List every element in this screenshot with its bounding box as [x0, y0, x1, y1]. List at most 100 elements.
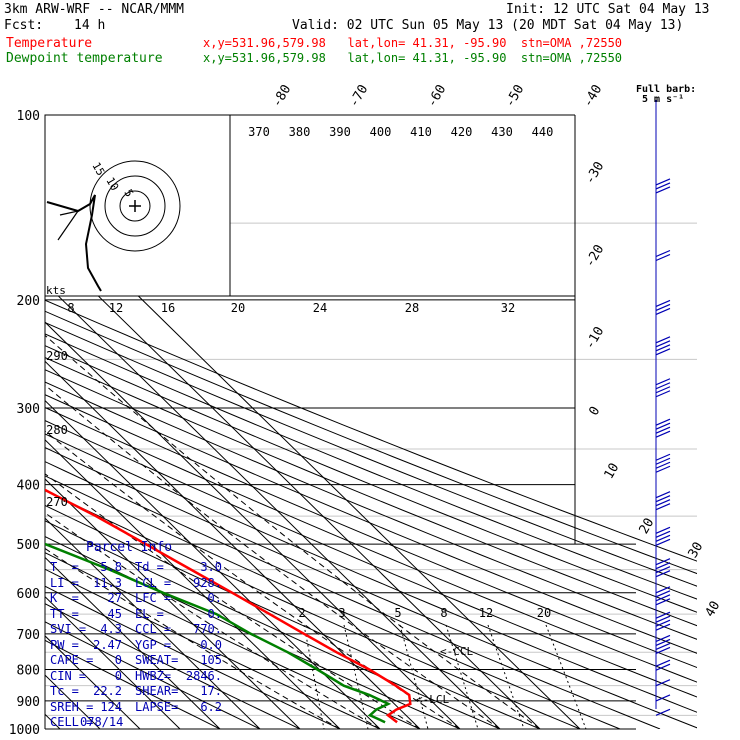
pressure-label: 800	[17, 663, 40, 678]
mixing-ratio-line	[445, 624, 479, 730]
isotherm-label: 20	[637, 516, 658, 537]
wind-barb	[655, 538, 671, 546]
speed-tick-label: 8	[67, 301, 74, 315]
hodograph-trace	[57, 210, 80, 241]
mixing-ratio-label: 8	[440, 606, 447, 620]
parcel-field-label: SHEAR=	[135, 684, 179, 698]
parcel-field-value: 45	[107, 606, 122, 621]
theta-left-label: 280	[46, 423, 68, 437]
wind-barb	[655, 344, 671, 352]
theta-label: 410	[410, 125, 432, 139]
wind-barb	[655, 619, 671, 627]
parcel-field-label: CAPE =	[50, 653, 94, 667]
parcel-field-value: 22.2	[93, 684, 122, 698]
hodograph-ring	[119, 190, 151, 222]
isotherm-label: 10	[602, 461, 623, 482]
dry-adiabat	[45, 603, 301, 729]
model-title: 3km ARW-WRF -- NCAR/MMM	[4, 2, 185, 17]
parcel-field-value: 0.	[207, 606, 222, 621]
wind-barb	[655, 378, 671, 386]
dry-adiabat	[45, 369, 697, 640]
parcel-field-value: 2.47	[93, 637, 122, 652]
moist-adiabat	[45, 384, 501, 729]
wind-barb	[655, 457, 671, 465]
mixing-ratio-label: 5	[394, 606, 401, 620]
parcel-info-title: Parcel Info	[86, 540, 173, 555]
temperature-profile	[45, 488, 412, 724]
init-time: Init: 12 UTC Sat 04 May 13	[506, 2, 710, 17]
wind-barb	[655, 348, 671, 356]
pressure-label: 700	[17, 628, 40, 643]
parcel-field-value: 4.3	[100, 622, 122, 636]
parcel-field-label: EL =	[135, 606, 164, 621]
parcel-field-label: Td =	[135, 560, 164, 574]
isotherm-label: -70	[347, 82, 372, 110]
isotherm-line	[45, 478, 301, 729]
parcel-field-value: 6.2	[200, 699, 222, 714]
isotherm-label: -50	[503, 82, 528, 110]
speed-tick-label: 24	[313, 301, 327, 315]
pressure-label: 300	[17, 402, 40, 417]
dry-adiabat	[45, 536, 461, 729]
dry-adiabat	[45, 621, 261, 729]
barb-key-title: Full barb:	[636, 84, 697, 95]
parcel-field-label: SVI =	[50, 622, 87, 636]
wind-barb	[655, 623, 671, 631]
pressure-label: 600	[17, 587, 40, 602]
dry-adiabat	[45, 461, 661, 729]
wind-barb	[655, 495, 671, 503]
hodograph-ring-label: 10	[103, 175, 121, 193]
pressure-label: 1000	[9, 723, 40, 738]
wind-barb	[655, 590, 671, 598]
dry-adiabat	[45, 552, 421, 729]
isotherm-line	[45, 243, 541, 729]
parcel-field-value: 928.	[193, 575, 222, 590]
forecast-hour: 14 h	[74, 18, 106, 33]
speed-tick-label: 12	[109, 301, 123, 315]
parcel-field-value: 2846.	[185, 668, 222, 683]
wind-barb	[655, 646, 671, 654]
parcel-field-label: HWBZ=	[135, 668, 172, 683]
forecast-label: Fcst:	[4, 18, 44, 33]
speed-tick-label: 20	[231, 301, 245, 315]
wind-barb	[655, 558, 671, 566]
isotherm-label: -80	[270, 82, 295, 110]
parcel-field-label: SWEAT=	[135, 653, 179, 667]
dry-adiabat	[45, 447, 697, 729]
wind-barb	[655, 465, 671, 473]
moist-adiabat	[45, 547, 341, 729]
wind-barb	[655, 642, 671, 650]
dry-adiabat	[45, 475, 621, 729]
wind-barb	[655, 562, 671, 570]
parcel-field-value: 105	[200, 653, 222, 667]
wind-barb	[655, 615, 671, 623]
dry-adiabat	[45, 639, 221, 729]
pressure-label: 200	[17, 294, 40, 309]
isotherm-label: 40	[703, 599, 724, 620]
wind-barb	[655, 570, 671, 578]
parcel-field-label: LAPSE=	[135, 699, 179, 714]
wind-barb	[655, 526, 671, 534]
hodograph-ring	[104, 175, 166, 237]
wind-barb	[655, 708, 671, 716]
wind-barb	[655, 186, 671, 194]
parcel-field-value: 0	[114, 653, 122, 667]
parcel-field-value: 0	[114, 668, 122, 683]
parcel-field-value: 11.3	[93, 575, 122, 590]
wind-barb	[655, 598, 671, 606]
wind-barb	[655, 586, 671, 594]
mixing-ratio-label: 12	[479, 606, 493, 620]
wind-barb	[655, 340, 671, 348]
parcel-field-label: T =	[50, 560, 79, 574]
isotherm-line	[45, 360, 421, 729]
wind-barb	[655, 530, 671, 538]
pressure-label: 900	[17, 695, 40, 710]
parcel-field-label: LI =	[50, 575, 79, 590]
parcel-field-label: CCL =	[135, 622, 172, 636]
wind-barb	[655, 659, 671, 667]
temperature-location: x,y=531.96,579.98 lat,lon= 41.31, -95.90…	[203, 36, 623, 50]
parcel-field-value: 27	[107, 591, 122, 605]
sounding-profiles	[45, 488, 412, 724]
theta-label: 370	[248, 125, 270, 139]
wind-barb	[655, 336, 671, 344]
